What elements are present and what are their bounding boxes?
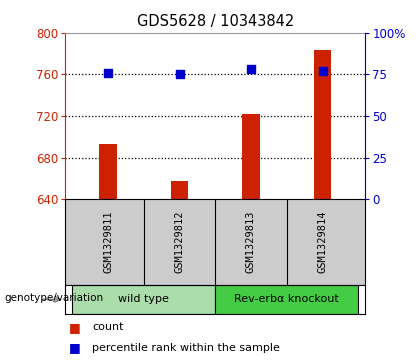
Text: GSM1329814: GSM1329814 (318, 211, 328, 273)
Title: GDS5628 / 10343842: GDS5628 / 10343842 (136, 14, 294, 29)
Point (105, 70, 111, 76)
Point (176, 72, 183, 77)
Text: ■: ■ (69, 342, 81, 354)
Bar (242, 114, 260, 199)
Text: GSM1329812: GSM1329812 (174, 211, 184, 273)
Text: Rev-erbα knockout: Rev-erbα knockout (234, 294, 339, 304)
Text: GSM1329813: GSM1329813 (246, 211, 256, 273)
Bar (171, 181, 189, 199)
Bar (72, 285, 215, 314)
Bar (314, 50, 331, 199)
Text: genotype/variation: genotype/variation (4, 293, 103, 302)
Text: count: count (92, 322, 124, 333)
Bar (99, 144, 117, 199)
Text: ■: ■ (69, 321, 81, 334)
Text: percentile rank within the sample: percentile rank within the sample (92, 343, 280, 353)
Text: wild type: wild type (118, 294, 169, 304)
Bar (215, 285, 358, 314)
Text: GSM1329811: GSM1329811 (103, 211, 113, 273)
Point (319, 68, 326, 74)
Point (248, 66, 255, 72)
